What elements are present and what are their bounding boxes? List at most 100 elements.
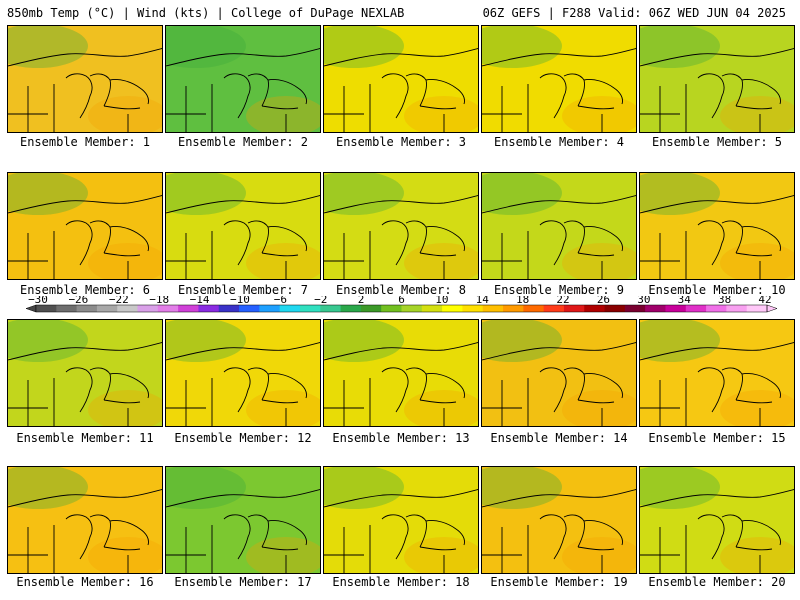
member-label-6: Ensemble Member: 6 (19, 283, 151, 297)
geography-outline (324, 489, 478, 508)
temperature-shading (482, 26, 562, 68)
geography-outline (261, 546, 299, 551)
geography-outline (324, 378, 445, 426)
colorbar-segment (157, 305, 179, 312)
geography-outline (741, 373, 781, 399)
geography-outline (425, 226, 465, 252)
geography-outline (419, 399, 457, 404)
colorbar-segment (604, 305, 626, 312)
map-panel-member-4 (481, 25, 637, 133)
temperature-shading (404, 537, 478, 573)
colorbar-outline (35, 304, 768, 313)
temperature-shading (404, 243, 478, 279)
geography-outline (539, 514, 567, 560)
geography-outline (482, 231, 603, 279)
map-panel-member-6 (7, 172, 163, 280)
geography-outline (65, 367, 93, 413)
temperature-shading (720, 390, 794, 426)
geography-outline (640, 48, 794, 67)
geography-outline (735, 105, 773, 110)
geography-outline (8, 378, 129, 426)
header-run-info: 06Z GEFS | F288 Valid: 06Z WED JUN 04 20… (482, 6, 786, 20)
geography-outline (324, 84, 445, 132)
colorbar-segment (442, 305, 463, 312)
member-label-19: Ensemble Member: 19 (490, 575, 628, 589)
temperature-shading (166, 467, 246, 509)
temperature-shading (720, 243, 794, 279)
temperature-colorbar: −30 −26 −22 −18 −14 −10 −6 −2 2 6 10 14 18 22 26 30 34 38… (25, 296, 778, 313)
geography-outline (8, 342, 162, 361)
colorbar-segment (421, 305, 443, 312)
map-panel-member-11 (7, 319, 163, 427)
colorbar-tick-label: −2 (314, 296, 327, 306)
geography-outline (381, 220, 409, 266)
map-panel-member-3 (323, 25, 479, 133)
temperature-shading (562, 243, 636, 279)
colorbar-tick-label: 14 (476, 296, 490, 306)
colorbar-tick-label: 34 (678, 296, 692, 306)
map-panel-member-15 (639, 319, 795, 427)
colorbar-tick-label: 22 (556, 296, 569, 306)
geography-outline (697, 73, 725, 119)
colorbar-segment (665, 305, 687, 312)
geography-outline (583, 79, 623, 105)
colorbar-tick-label: −30 (28, 296, 48, 306)
temperature-shading (246, 537, 320, 573)
temperature-shading (246, 96, 320, 132)
geography-outline (8, 84, 129, 132)
colorbar-segment (462, 305, 484, 312)
geography-outline (539, 220, 567, 266)
temperature-shading (482, 320, 562, 362)
geography-outline (103, 546, 141, 551)
member-label-1: Ensemble Member: 1 (19, 135, 151, 149)
temperature-shading (8, 173, 88, 215)
colorbar-segment (76, 305, 98, 312)
geography-outline (223, 367, 251, 413)
geography-outline (697, 220, 725, 266)
geography-outline (640, 195, 794, 214)
colorbar-segment (584, 305, 606, 312)
geography-outline (109, 226, 149, 252)
geography-outline (166, 84, 287, 132)
colorbar-max-arrow (766, 304, 778, 313)
colorbar-segment (746, 305, 768, 312)
temperature-shading (8, 26, 88, 68)
geography-outline (577, 546, 615, 551)
colorbar-min-arrow (25, 304, 37, 313)
geography-outline (735, 546, 773, 551)
temperature-shading (404, 390, 478, 426)
geography-outline (482, 195, 636, 214)
geography-outline (103, 252, 141, 257)
map-panel-member-8 (323, 172, 479, 280)
geography-outline (539, 73, 567, 119)
colorbar-segment (259, 305, 281, 312)
geography-outline (425, 520, 465, 546)
member-label-17: Ensemble Member: 17 (174, 575, 312, 589)
geography-outline (640, 231, 761, 279)
map-panel-member-16 (7, 466, 163, 574)
temperature-shading (640, 320, 720, 362)
colorbar-segment (178, 305, 199, 312)
temperature-shading (246, 243, 320, 279)
map-panel-member-1 (7, 25, 163, 133)
geography-outline (166, 342, 320, 361)
geography-outline (8, 195, 162, 214)
geography-outline (577, 105, 615, 110)
colorbar-tick-label: 6 (398, 296, 405, 306)
geography-outline (8, 489, 162, 508)
geography-outline (697, 367, 725, 413)
colorbar-tick-label: −6 (274, 296, 287, 306)
map-panel-member-5 (639, 25, 795, 133)
temperature-shading (166, 26, 246, 68)
map-panel-member-12 (165, 319, 321, 427)
temperature-shading (720, 537, 794, 573)
map-panel-member-7 (165, 172, 321, 280)
geography-outline (65, 73, 93, 119)
geography-outline (324, 48, 478, 67)
temperature-shading (562, 390, 636, 426)
geography-outline (735, 252, 773, 257)
temperature-shading (482, 467, 562, 509)
geography-outline (381, 514, 409, 560)
member-label-9: Ensemble Member: 9 (493, 283, 625, 297)
member-label-15: Ensemble Member: 15 (648, 431, 786, 445)
